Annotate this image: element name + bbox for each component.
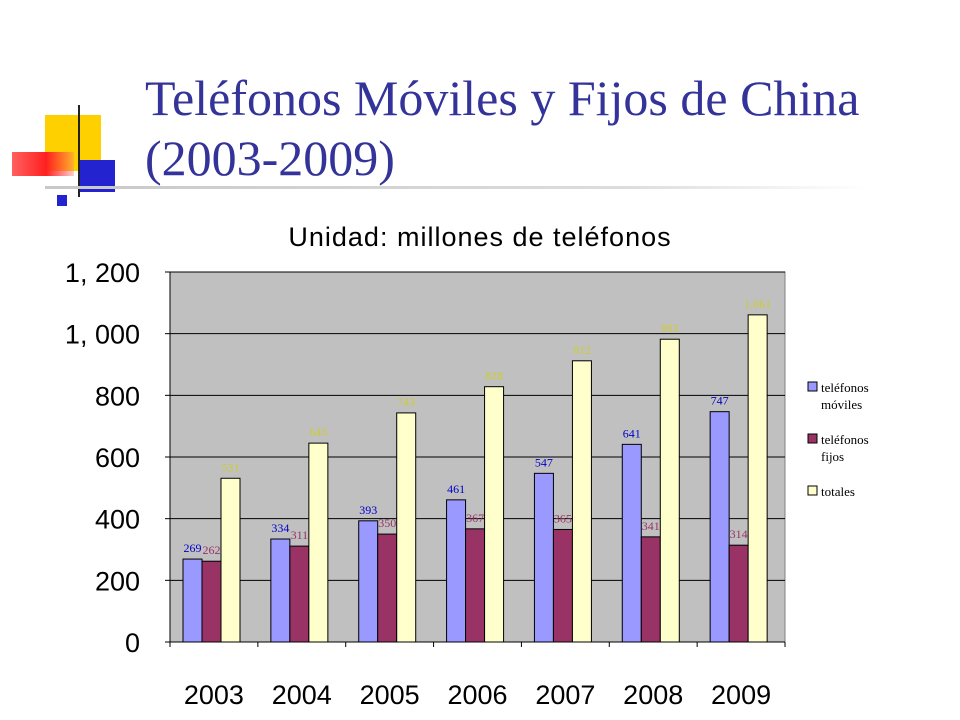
slide-title: Teléfonos Móviles y Fijos de China (2003…	[145, 68, 925, 188]
data-label: 311	[291, 528, 309, 542]
data-label: 393	[359, 503, 377, 517]
data-label: 262	[203, 543, 221, 557]
bar-totales	[484, 386, 505, 643]
data-label: 367	[466, 511, 484, 525]
bar-fijos	[201, 560, 222, 643]
y-tick-label: 400	[95, 505, 140, 535]
bar-totales	[220, 477, 241, 643]
data-label: 365	[554, 511, 572, 525]
deco-blue-dot	[57, 195, 67, 206]
legend-label: teléfonos	[821, 432, 869, 447]
bar-totales	[659, 338, 680, 643]
bar-totales	[747, 314, 768, 643]
chart-subtitle: Unidad: millones de teléfonos	[288, 222, 672, 252]
bar-moviles	[182, 558, 203, 643]
y-tick-label: 1, 000	[65, 320, 140, 350]
slide-title-line2: (2003-2009)	[145, 130, 395, 186]
data-label: 350	[378, 516, 396, 530]
bar-moviles	[709, 411, 730, 643]
data-label: 531	[222, 460, 240, 474]
data-label: 645	[309, 425, 327, 439]
data-label: 341	[642, 519, 660, 533]
x-tick-label: 2008	[623, 680, 683, 710]
x-tick-label: 2007	[535, 680, 595, 710]
title-underline	[45, 186, 870, 189]
data-label: 828	[485, 369, 503, 383]
bar-fijos	[289, 545, 310, 643]
bar-moviles	[621, 443, 642, 643]
bar-moviles	[446, 499, 467, 643]
bar-fijos	[728, 544, 749, 643]
bar-totales	[396, 412, 417, 643]
data-label: 269	[184, 541, 202, 555]
y-tick-label: 800	[95, 381, 140, 411]
x-tick-label: 2003	[184, 680, 244, 710]
legend-label: totales	[821, 484, 855, 499]
deco-vertical-line	[78, 105, 80, 197]
y-tick-label: 200	[95, 566, 140, 596]
bar-moviles	[270, 538, 291, 643]
data-label: 461	[447, 482, 465, 496]
legend-swatch	[807, 381, 818, 392]
data-label: 912	[573, 343, 591, 357]
legend-label-line2: móviles	[821, 397, 862, 412]
data-label: 334	[271, 521, 289, 535]
bar-moviles	[533, 472, 554, 643]
y-tick-label: 0	[125, 628, 140, 658]
x-tick-label: 2006	[447, 680, 507, 710]
data-label: 641	[623, 426, 641, 440]
bar-fijos	[377, 533, 398, 643]
bar-chart: 0 200 400 600 800 1, 000 1, 200 269 262 531 2003 33…	[65, 258, 869, 710]
legend-swatch	[807, 433, 818, 444]
x-tick-label: 2005	[360, 680, 420, 710]
bar-totales	[571, 360, 592, 643]
bar-moviles	[358, 520, 379, 643]
data-label: 743	[397, 395, 415, 409]
x-tick-label: 2004	[272, 680, 332, 710]
legend-label-line2: fijos	[821, 449, 844, 464]
bar-fijos	[465, 528, 486, 643]
bar-fijos	[552, 528, 573, 643]
legend-swatch	[807, 485, 818, 496]
deco-red-bar	[12, 152, 74, 176]
data-label: 547	[535, 455, 553, 469]
data-label: 982	[661, 321, 679, 335]
y-tick-label: 1, 200	[65, 258, 140, 288]
x-tick-label: 2009	[711, 680, 771, 710]
bar-totales	[308, 442, 329, 643]
data-label: 747	[711, 394, 729, 408]
data-label: 314	[730, 527, 748, 541]
slide-title-line1: Teléfonos Móviles y Fijos de China	[145, 70, 860, 126]
legend-label: teléfonos	[821, 380, 869, 395]
bar-fijos	[640, 536, 661, 643]
data-label: 1,061	[744, 297, 771, 311]
y-tick-label: 600	[95, 443, 140, 473]
